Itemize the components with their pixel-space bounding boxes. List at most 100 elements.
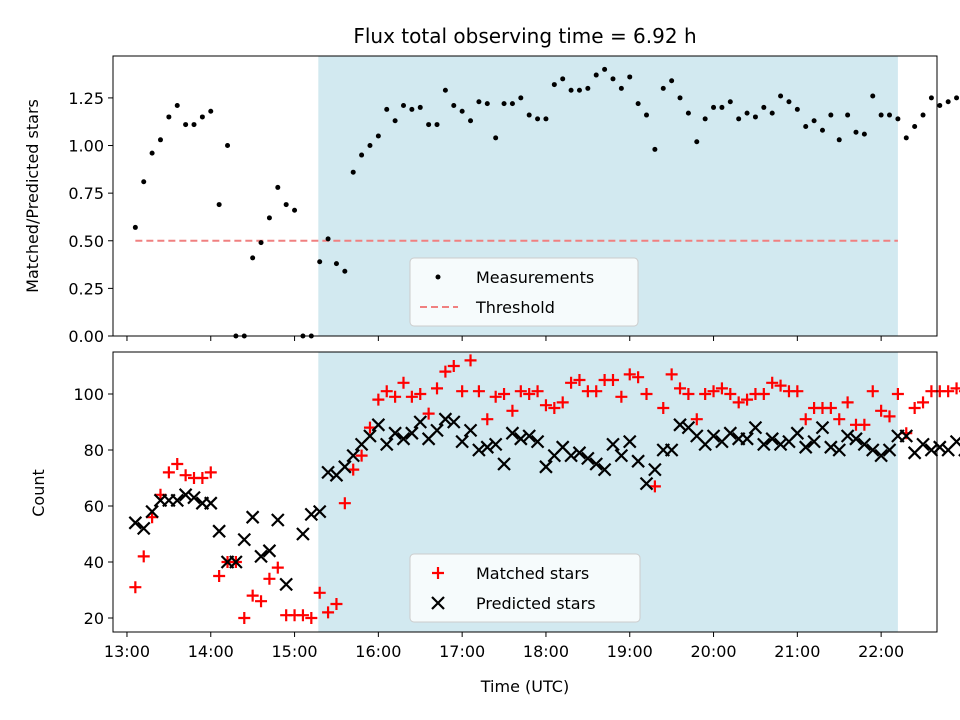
predicted-star-point xyxy=(865,443,880,457)
predicted-star-point xyxy=(798,440,813,454)
predicted-star-point xyxy=(472,443,486,457)
matched-star-point xyxy=(565,376,578,389)
measurement-point xyxy=(375,133,381,139)
predicted-star-point xyxy=(530,434,545,449)
predicted-star-point xyxy=(790,426,805,440)
legend-marker-matched-stars xyxy=(432,567,444,579)
predicted-star-point xyxy=(321,465,335,480)
matched-star-point xyxy=(472,385,485,398)
matched-star-point xyxy=(657,402,670,414)
matched-star-point xyxy=(204,466,217,479)
measurement-point xyxy=(526,112,532,118)
matched-star-point xyxy=(791,385,804,398)
predicted-star-point xyxy=(824,440,838,454)
measurement-point xyxy=(199,114,205,120)
measurement-point xyxy=(451,103,457,109)
matched-star-point xyxy=(590,385,603,398)
measurement-point xyxy=(468,118,474,124)
measurement-point xyxy=(652,146,658,152)
predicted-star-point xyxy=(639,476,654,491)
matched-star-point xyxy=(858,418,871,431)
predicted-star-point xyxy=(312,504,327,519)
matched-star-point xyxy=(682,388,695,400)
predicted-star-point xyxy=(916,437,930,452)
predicted-star-point xyxy=(882,443,897,457)
matched-star-point xyxy=(397,376,410,389)
measurement-point xyxy=(208,108,214,114)
predicted-star-point xyxy=(748,420,763,435)
matched-star-point xyxy=(405,390,418,403)
matched-star-point xyxy=(615,390,628,403)
matched-star-point xyxy=(271,561,284,574)
matched-star-point xyxy=(623,368,636,381)
measurement-point xyxy=(476,99,482,105)
predicted-star-point xyxy=(455,434,469,449)
matched-star-point xyxy=(841,396,854,409)
predicted-star-point xyxy=(740,432,754,446)
matched-star-point xyxy=(305,612,318,624)
bottom-legend-box xyxy=(409,553,641,623)
measurement-point xyxy=(225,143,231,149)
measurement-point xyxy=(861,131,867,137)
measurement-point xyxy=(292,207,298,213)
x-tick-label: 22:00 xyxy=(858,642,904,661)
measurement-point xyxy=(610,76,616,82)
predicted-star-point xyxy=(245,510,260,524)
matched-star-point xyxy=(640,388,653,400)
measurement-point xyxy=(283,202,289,208)
measurement-point xyxy=(157,137,163,143)
measurement-point xyxy=(736,116,742,122)
matched-star-point xyxy=(556,396,569,409)
predicted-star-point xyxy=(840,429,855,443)
y-tick-label: 0.00 xyxy=(68,327,104,346)
predicted-star-point xyxy=(614,448,629,463)
predicted-star-point xyxy=(773,437,788,452)
measurement-point xyxy=(434,122,440,128)
bottom-plot-area xyxy=(128,354,960,624)
measurement-point xyxy=(560,76,566,82)
matched-star-point xyxy=(866,385,879,398)
measurement-point xyxy=(669,78,675,84)
predicted-star-point xyxy=(229,555,243,569)
predicted-star-point xyxy=(212,524,226,538)
predicted-star-point xyxy=(446,415,461,429)
y-tick-label: 20 xyxy=(84,609,104,628)
measurement-point xyxy=(141,179,147,185)
predicted-star-point xyxy=(480,440,495,454)
measurement-point xyxy=(627,74,633,80)
predicted-star-point xyxy=(346,448,360,463)
predicted-star-point xyxy=(807,434,821,449)
matched-star-point xyxy=(774,379,787,392)
predicted-star-point xyxy=(438,412,453,426)
y-tick-label: 1.25 xyxy=(68,89,104,108)
predicted-star-point xyxy=(564,448,578,463)
measurement-point xyxy=(836,137,842,143)
matched-star-point xyxy=(741,393,754,406)
bottom-y-axis-label: Count xyxy=(29,469,48,517)
measurement-point xyxy=(744,110,750,116)
measurement-point xyxy=(409,106,415,112)
measurement-point xyxy=(417,104,423,110)
matched-star-point xyxy=(531,385,544,398)
measurement-point xyxy=(568,87,574,93)
bottom-legend: Matched stars Predicted stars xyxy=(409,553,641,623)
legend-label-predicted-stars: Predicted stars xyxy=(476,594,596,613)
predicted-star-point xyxy=(832,443,847,457)
predicted-star-point xyxy=(187,490,201,505)
predicted-star-point xyxy=(924,443,939,457)
matched-star-point xyxy=(255,595,268,608)
top-y-axis-label: Matched/Predicted stars xyxy=(23,99,42,293)
measurement-point xyxy=(426,122,432,128)
measurement-point xyxy=(954,95,960,101)
measurement-point xyxy=(870,93,876,99)
predicted-star-point xyxy=(363,429,377,443)
matched-star-point xyxy=(523,388,536,400)
predicted-star-point xyxy=(723,426,738,440)
predicted-star-point xyxy=(505,426,520,440)
measurement-point xyxy=(660,85,666,91)
matched-star-point xyxy=(171,458,184,470)
chart-title: Flux total observing time = 6.92 h xyxy=(353,24,696,48)
y-tick-label: 100 xyxy=(73,385,104,404)
measurement-point xyxy=(166,114,172,120)
